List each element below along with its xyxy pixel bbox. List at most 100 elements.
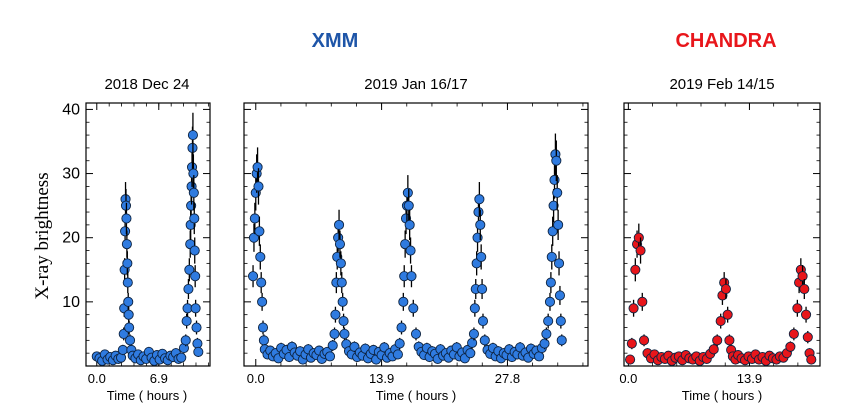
data-point — [799, 283, 810, 295]
data-point — [720, 283, 731, 295]
data-point — [187, 130, 198, 141]
data-point — [404, 219, 415, 230]
data-point — [335, 258, 346, 269]
data-point — [403, 200, 414, 211]
data-point — [118, 328, 129, 339]
x-tick-label: 27.8 — [495, 371, 520, 386]
data-point — [638, 335, 650, 346]
data-point — [183, 283, 194, 295]
mission-xmm-label: XMM — [312, 30, 359, 52]
data-point — [476, 251, 487, 263]
plot-frame — [85, 102, 211, 367]
panel-title: 2019 Feb 14/15 — [669, 76, 774, 93]
mission-chandra-label: CHANDRA — [675, 30, 776, 52]
data-point — [467, 337, 478, 348]
data-point — [117, 344, 128, 356]
data-point — [176, 352, 187, 363]
data-point — [248, 271, 259, 282]
data-point — [552, 187, 563, 198]
data-point — [394, 338, 405, 349]
data-point — [338, 316, 349, 327]
data-point — [339, 328, 350, 339]
data-point — [329, 328, 340, 339]
data-point — [122, 258, 133, 269]
data-point — [628, 303, 639, 314]
data-point — [479, 335, 490, 346]
data-point — [543, 316, 554, 327]
data-points — [91, 112, 204, 366]
data-point — [554, 290, 565, 301]
data-point — [398, 296, 409, 307]
data-point — [474, 194, 485, 205]
data-point — [124, 322, 135, 333]
data-point — [402, 187, 413, 198]
x-tick-label: 13.9 — [369, 371, 394, 386]
data-point — [188, 187, 199, 198]
data-point — [633, 232, 644, 243]
data-point — [123, 296, 134, 307]
data-point — [334, 239, 346, 250]
plot-frame — [623, 102, 821, 367]
data-point — [712, 335, 723, 346]
data-point — [797, 271, 808, 282]
data-point — [801, 309, 812, 320]
data-points — [625, 223, 817, 366]
data-point — [548, 200, 559, 211]
data-point — [408, 303, 419, 314]
data-point — [252, 162, 263, 173]
plot-frame — [243, 102, 589, 367]
data-point — [180, 335, 191, 346]
data-point — [477, 283, 488, 295]
data-point — [181, 316, 192, 327]
data-point — [722, 309, 733, 320]
y-tick-label: 10 — [62, 294, 80, 311]
data-point — [255, 251, 266, 263]
x-tick-label: 0.0 — [88, 371, 106, 386]
data-point — [406, 271, 417, 282]
data-point — [469, 303, 480, 314]
data-point — [121, 239, 132, 250]
data-point — [123, 309, 134, 320]
data-point — [193, 346, 204, 357]
data-points — [248, 133, 567, 365]
data-point — [122, 277, 133, 288]
x-tick-label: 0.0 — [247, 371, 265, 386]
data-point — [806, 354, 817, 365]
data-point — [473, 206, 484, 218]
data-point — [475, 219, 486, 230]
data-point — [541, 328, 552, 339]
data-point — [190, 303, 201, 314]
data-point — [556, 335, 567, 346]
data-point — [324, 351, 336, 362]
data-point — [249, 213, 260, 224]
data-point — [625, 354, 636, 365]
data-point — [802, 332, 813, 343]
data-point — [330, 309, 341, 320]
panel-title: 2018 Dec 24 — [104, 76, 189, 93]
data-point — [121, 213, 132, 224]
data-point — [785, 341, 796, 352]
x-axis-label: Time ( hours ) — [682, 388, 762, 403]
data-point — [708, 344, 719, 355]
data-point — [547, 226, 558, 237]
x-tick-label: 0.0 — [619, 371, 637, 386]
y-tick-label: 40 — [62, 101, 80, 118]
data-point — [192, 338, 203, 349]
y-tick-label: 20 — [62, 230, 80, 247]
panel-dec24: 2018 Dec 24 Time ( hours ) 10 20 30 40 0.0 6.… — [62, 76, 211, 403]
data-point — [539, 338, 550, 349]
data-point — [465, 348, 476, 359]
y-tick-label: 30 — [62, 166, 80, 183]
data-point — [551, 155, 562, 166]
data-point — [257, 296, 268, 307]
data-point — [792, 303, 803, 314]
data-point — [258, 335, 269, 346]
data-point — [637, 296, 648, 307]
data-point — [468, 328, 479, 339]
data-point — [630, 264, 641, 275]
data-point — [626, 338, 637, 349]
x-axis-label: Time ( hours ) — [376, 388, 456, 403]
data-point — [788, 328, 799, 339]
x-tick-label: 6.9 — [150, 371, 168, 386]
